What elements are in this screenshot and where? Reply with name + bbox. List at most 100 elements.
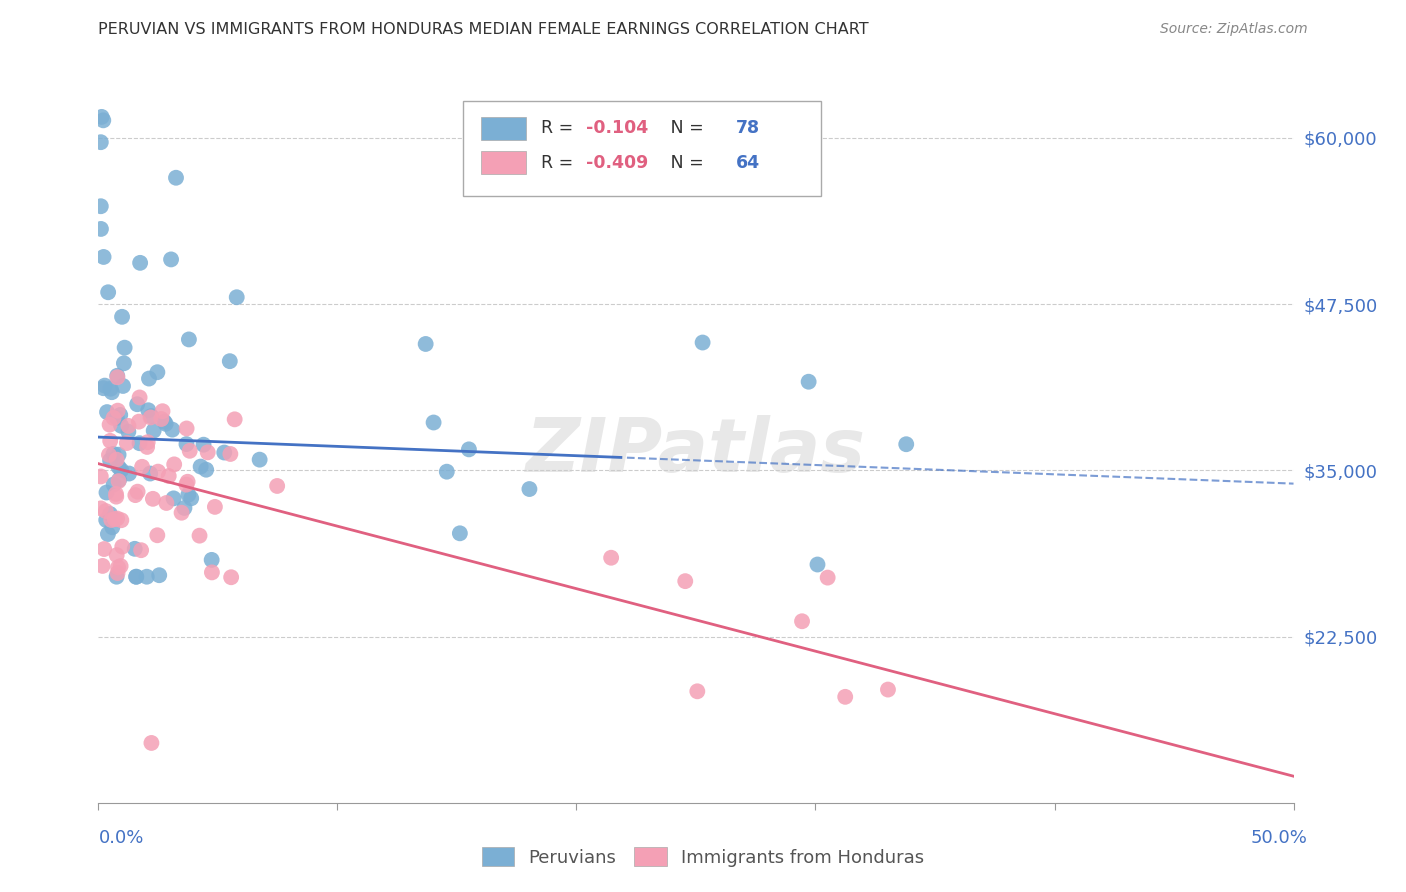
Point	[139, 467, 162, 481]
Point	[266, 479, 288, 493]
FancyBboxPatch shape	[481, 117, 526, 140]
Point	[125, 570, 148, 584]
Text: 50.0%: 50.0%	[1251, 829, 1308, 847]
Point	[97, 285, 120, 300]
Point	[138, 371, 160, 385]
Point	[112, 356, 135, 370]
Point	[155, 496, 177, 510]
Point	[170, 506, 193, 520]
Point	[188, 529, 211, 543]
Point	[148, 568, 170, 582]
Point	[103, 411, 125, 425]
Point	[91, 113, 114, 128]
Point	[195, 463, 218, 477]
Point	[110, 463, 132, 477]
Point	[103, 447, 125, 461]
Point	[790, 614, 813, 628]
Point	[212, 445, 235, 459]
Point	[219, 447, 242, 461]
Point	[93, 250, 115, 264]
Point	[153, 415, 176, 429]
Text: 64: 64	[735, 153, 759, 172]
Point	[458, 442, 481, 457]
Point	[107, 448, 129, 462]
Point	[422, 416, 444, 430]
Point	[107, 566, 129, 580]
Point	[105, 570, 128, 584]
Point	[179, 443, 201, 458]
Legend: Peruvians, Immigrants from Honduras: Peruvians, Immigrants from Honduras	[474, 840, 932, 874]
Point	[124, 488, 146, 502]
Point	[98, 453, 121, 467]
Point	[100, 382, 122, 396]
Point	[118, 467, 141, 481]
Point	[201, 566, 224, 580]
Point	[90, 501, 112, 516]
Point	[129, 543, 152, 558]
Point	[197, 445, 219, 459]
Point	[176, 475, 198, 489]
Point	[173, 500, 195, 515]
Point	[107, 403, 129, 417]
Point	[117, 425, 139, 439]
Point	[125, 570, 148, 584]
Point	[98, 507, 121, 521]
Point	[201, 553, 224, 567]
Point	[157, 469, 180, 483]
Point	[104, 512, 127, 526]
Point	[673, 574, 696, 589]
Point	[219, 570, 242, 584]
Point	[98, 417, 121, 432]
Point	[105, 410, 128, 425]
Point	[128, 391, 150, 405]
Text: 78: 78	[735, 120, 759, 137]
Point	[110, 418, 132, 433]
Point	[127, 484, 149, 499]
Point	[139, 410, 162, 425]
Point	[90, 135, 112, 149]
Point	[142, 491, 165, 506]
Point	[90, 222, 112, 236]
Point	[91, 558, 114, 573]
Point	[131, 459, 153, 474]
Point	[135, 570, 157, 584]
Point	[146, 528, 169, 542]
Point	[94, 504, 117, 518]
Point	[152, 404, 174, 418]
Point	[107, 460, 129, 475]
Point	[104, 487, 127, 501]
Point	[110, 408, 132, 422]
Point	[111, 310, 134, 324]
Text: 0.0%: 0.0%	[98, 829, 143, 847]
Point	[127, 397, 149, 411]
Point	[105, 490, 128, 504]
Point	[692, 335, 714, 350]
Point	[162, 491, 184, 506]
Point	[98, 434, 121, 448]
Point	[103, 477, 125, 491]
Point	[176, 477, 198, 491]
FancyBboxPatch shape	[463, 101, 821, 195]
Point	[93, 542, 115, 557]
Point	[877, 682, 900, 697]
Point	[150, 412, 173, 426]
Text: PERUVIAN VS IMMIGRANTS FROM HONDURAS MEDIAN FEMALE EARNINGS CORRELATION CHART: PERUVIAN VS IMMIGRANTS FROM HONDURAS MED…	[98, 22, 869, 37]
Point	[436, 465, 458, 479]
Point	[204, 500, 226, 514]
Point	[110, 559, 132, 574]
Point	[519, 482, 541, 496]
Point	[111, 540, 134, 554]
FancyBboxPatch shape	[481, 151, 526, 175]
Point	[225, 290, 247, 304]
Text: R =: R =	[540, 153, 578, 172]
Point	[600, 550, 623, 565]
Point	[115, 436, 138, 450]
Point	[686, 684, 709, 698]
Point	[107, 370, 129, 384]
Point	[249, 452, 271, 467]
Point	[218, 354, 240, 368]
Text: R =: R =	[540, 120, 578, 137]
Point	[105, 452, 128, 467]
Point	[806, 558, 828, 572]
Point	[193, 438, 215, 452]
